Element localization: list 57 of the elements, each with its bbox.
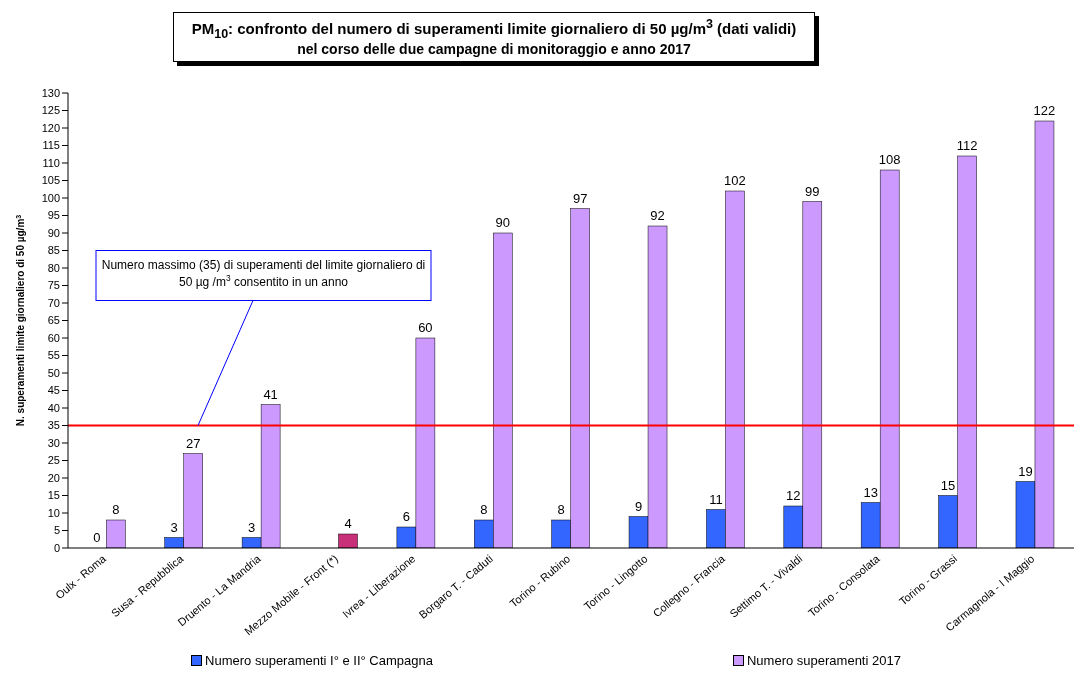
data-label: 0	[93, 530, 101, 545]
y-tick-label: 125	[41, 104, 60, 117]
y-tick-label: 15	[47, 489, 60, 502]
y-tick-label: 25	[47, 454, 60, 467]
y-tick-label: 55	[47, 349, 60, 362]
legend-label: Numero superamenti I° e II° Campagna	[205, 653, 433, 668]
y-tick-label: 115	[42, 139, 60, 152]
data-label: 92	[650, 208, 665, 223]
y-tick-label: 80	[47, 261, 60, 274]
data-label: 112	[956, 138, 978, 153]
y-tick-label: 85	[47, 244, 60, 257]
y-tick-label: 95	[47, 209, 60, 222]
y-tick-label: 45	[47, 384, 60, 397]
data-label: 11	[709, 491, 723, 507]
data-label: 15	[940, 477, 956, 493]
y-tick-label: 120	[41, 121, 60, 134]
data-label: 41	[263, 386, 278, 402]
y-tick-label: 0	[53, 541, 60, 554]
y-tick-label: 130	[41, 86, 60, 99]
data-label: 108	[878, 152, 901, 167]
data-label: 122	[1033, 103, 1056, 118]
data-label: 90	[495, 215, 510, 230]
y-tick-label: 50	[47, 366, 60, 379]
y-tick-label: 75	[47, 279, 60, 292]
data-label: 13	[863, 484, 878, 500]
data-label: 60	[418, 320, 433, 335]
data-label: 102	[724, 173, 746, 188]
y-tick-label: 30	[47, 436, 60, 449]
y-tick-label: 40	[47, 401, 60, 414]
data-label: 8	[112, 502, 120, 517]
chart-subtitle: nel corso delle due campagne di monitoraggio e anno 2017	[297, 41, 691, 57]
data-label: 99	[805, 183, 820, 199]
data-label: 6	[402, 509, 410, 524]
y-tick-label: 35	[47, 419, 60, 432]
y-tick-label: 70	[47, 296, 60, 309]
y-tick-label: 5	[53, 524, 60, 537]
data-label: 19	[1018, 463, 1033, 479]
data-label: 12	[786, 488, 801, 503]
legend-label: Numero superamenti 2017	[746, 653, 901, 668]
data-label: 8	[480, 502, 488, 517]
y-tick-label: 110	[42, 156, 60, 169]
y-tick-label: 65	[47, 314, 60, 327]
data-label: 8	[557, 502, 565, 517]
y-tick-label: 60	[47, 331, 60, 344]
chart-title: PM$_{10}$: confronto del numero di superamenti limite giornaliero di 50 µg/m$^{3}$ (dati validi)	[191, 17, 797, 41]
y-tick-label: 10	[47, 506, 60, 519]
data-label: 3	[170, 519, 178, 535]
y-tick-label: 20	[47, 471, 60, 484]
data-label: 9	[634, 498, 643, 514]
data-label: 4	[344, 516, 352, 531]
data-label: 27	[186, 435, 201, 451]
y-tick-label: 90	[47, 226, 60, 239]
y-tick-label: 105	[41, 174, 60, 187]
data-label: 97	[572, 190, 588, 206]
ref-line-label: Numero massimo (35) di superamenti del limite giornaliero di 50 µg /m$^{3}$ consentito in un anno	[101, 257, 426, 289]
data-label: 3	[248, 519, 256, 535]
y-tick-label: 100	[41, 191, 60, 204]
